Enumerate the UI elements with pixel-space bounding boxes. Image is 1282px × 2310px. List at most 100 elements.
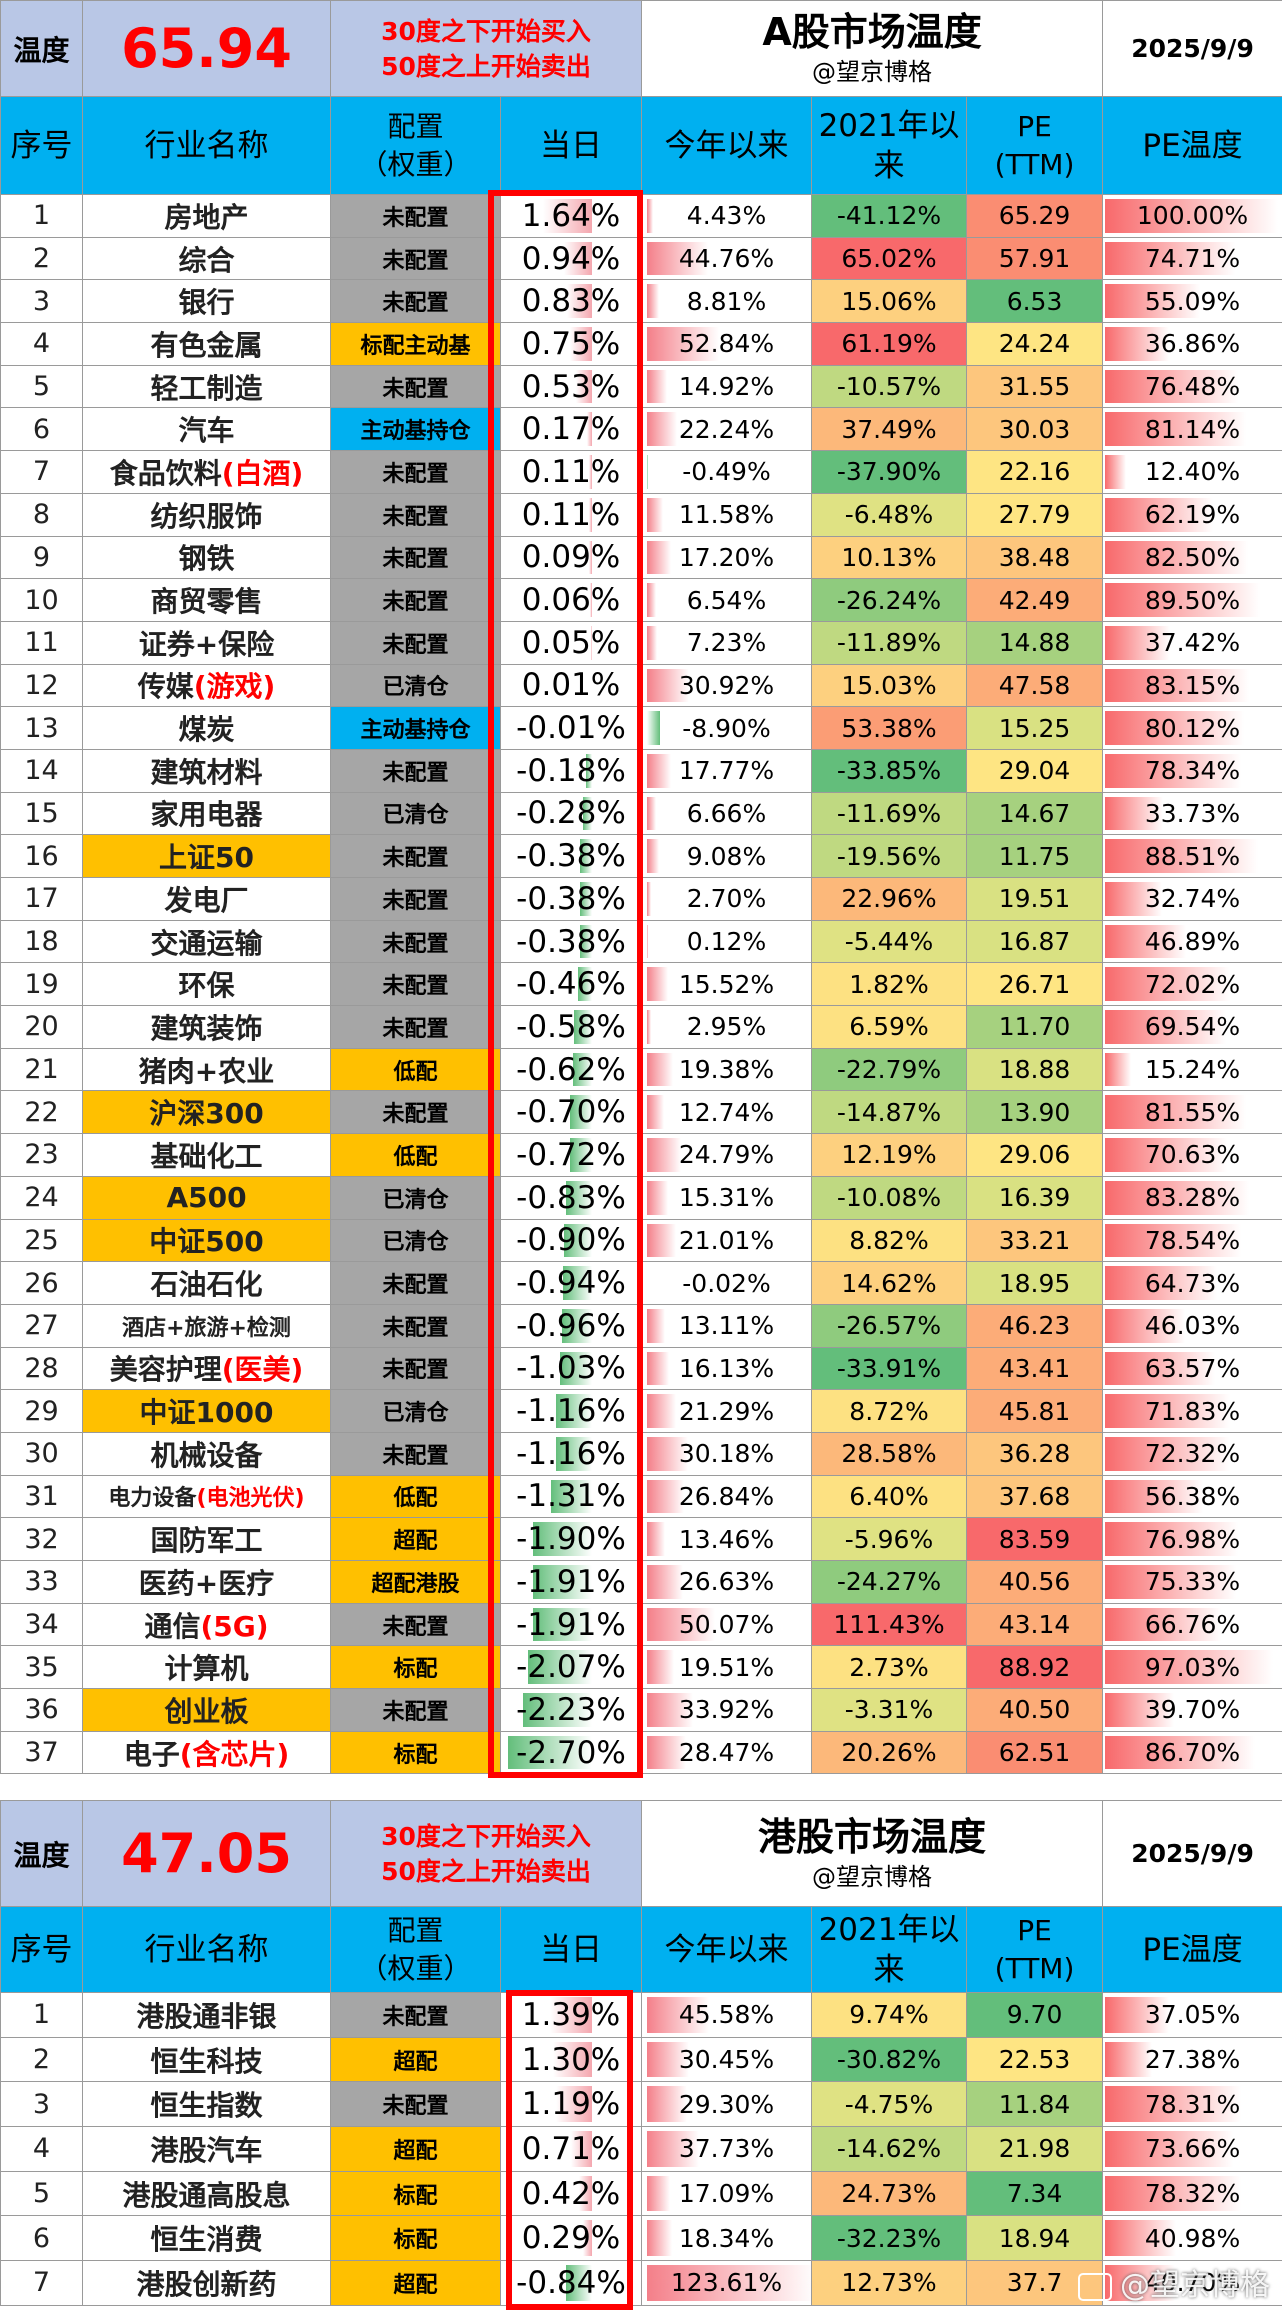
header-row: 序号 行业名称 配置 （权重） 当日 今年以来 2021年以来 PE (TTM) P… [0, 1906, 1282, 1993]
allocation: 主动基持仓 [330, 706, 501, 750]
industry-name: 港股通高股息 [82, 2170, 331, 2217]
ytd-bar [647, 1394, 677, 1428]
industry-name-text: 基础化工 [150, 1139, 263, 1173]
allocation: 未配置 [330, 877, 501, 921]
pe-ttm: 88.92 [966, 1645, 1104, 1690]
since-2021: -19.56% [811, 834, 968, 878]
industry-name: 交通运输 [82, 919, 331, 964]
table-row: 14 建筑材料 未配置 -0.18% 17.77% -33.85% 29.04 78.34% [0, 748, 1282, 793]
pe-temp-bar [1104, 199, 1279, 233]
ytd-change-value: 13.46% [678, 1524, 775, 1554]
day-change-value: -0.62% [516, 1051, 626, 1088]
day-change-value: 0.05% [521, 624, 621, 661]
day-change: 1.19% [499, 2081, 643, 2128]
row-index: 13 [0, 706, 83, 750]
pe-temperature: 27.38% [1102, 2036, 1282, 2083]
industry-name-text: 传媒 [137, 670, 194, 704]
title-row: 温度 65.94 30度之下开始买入 50度之上开始卖出 A股市场温度 @望京博格 … [0, 0, 1282, 97]
ytd-bar [647, 455, 648, 489]
since-2021: 22.96% [811, 877, 968, 921]
row-index: 34 [0, 1602, 83, 1647]
header-since-line2: 来 [873, 147, 905, 184]
ytd-change: -0.49% [641, 450, 813, 494]
day-change: -2.23% [499, 1688, 643, 1732]
header-name: 行业名称 [82, 1906, 331, 1993]
pe-temp-bar [1104, 1565, 1236, 1599]
pe-ttm: 15.25 [966, 706, 1104, 750]
table-row: 13 煤炭 主动基持仓 -0.01% -8.90% 53.38% 15.25 80.12% [0, 706, 1282, 750]
row-index: 20 [0, 1005, 83, 1049]
allocation: 标配 [330, 1730, 501, 1775]
ytd-change-value: 24.79% [678, 1140, 775, 1170]
pe-ttm: 43.14 [966, 1602, 1104, 1647]
pe-ttm: 11.70 [966, 1005, 1104, 1049]
pe-temperature: 33.73% [1102, 791, 1282, 836]
pe-temperature-value: 100.00% [1136, 201, 1249, 231]
pe-temperature: 12.40% [1102, 450, 1282, 494]
day-change-value: -1.03% [516, 1350, 626, 1387]
allocation: 低配 [330, 1474, 501, 1519]
since-2021: -5.96% [811, 1517, 968, 1561]
row-index: 12 [0, 663, 83, 708]
since-2021: -26.24% [811, 578, 968, 622]
ytd-change: 13.11% [641, 1303, 813, 1348]
ytd-change: 15.31% [641, 1175, 813, 1220]
pe-temperature: 40.70% [1102, 2260, 1282, 2306]
allocation: 未配置 [330, 578, 501, 622]
pe-temperature: 73.66% [1102, 2126, 1282, 2172]
ytd-change-value: -0.02% [682, 1268, 771, 1298]
pe-temperature-value: 40.70% [1144, 2268, 1241, 2298]
industry-name-text: 中证500 [149, 1225, 264, 1259]
industry-name-text: 证券+保险 [138, 627, 275, 661]
rule-sell: 50度之上开始卖出 [381, 51, 591, 81]
industry-name: 中证1000 [82, 1389, 331, 1433]
pe-temperature: 89.50% [1102, 578, 1282, 622]
pe-temperature: 70.63% [1102, 1133, 1282, 1177]
ytd-change-value: 4.43% [686, 201, 767, 231]
pe-temperature: 56.38% [1102, 1474, 1282, 1519]
table-row: 23 基础化工 低配 -0.72% 24.79% 12.19% 29.06 70.63% [0, 1133, 1282, 1177]
ytd-change: 18.34% [641, 2215, 813, 2262]
date-cell: 2025/9/9 [1102, 0, 1282, 97]
allocation: 未配置 [330, 919, 501, 964]
ytd-bar [647, 2041, 689, 2078]
industry-name: 酒店+旅游+检测 [82, 1303, 331, 1348]
ytd-change-value: 21.01% [678, 1225, 775, 1255]
day-change-value: -0.94% [516, 1265, 626, 1302]
pe-temp-bar [1104, 1607, 1221, 1642]
pe-ttm: 21.98 [966, 2126, 1104, 2172]
ytd-bar [647, 1997, 710, 2033]
day-change: 0.29% [499, 2215, 643, 2262]
header-pe-temp: PE温度 [1102, 96, 1282, 195]
industry-name-text: 恒生指数 [150, 2089, 263, 2123]
industry-name-text: 电力设备 [108, 1486, 197, 1512]
hk-share-sheet: 温度 47.05 30度之下开始买入 50度之上开始卖出 港股市场温度 @望京博格 … [0, 1800, 1282, 2306]
day-change: -0.01% [499, 706, 643, 750]
allocation: 未配置 [330, 1431, 501, 1476]
rule-buy: 30度之下开始买入 [381, 1821, 591, 1851]
ytd-change: 21.29% [641, 1389, 813, 1433]
pe-temperature-value: 78.34% [1144, 756, 1241, 786]
ytd-bar [647, 1351, 670, 1386]
table-row: 7 港股创新药 超配 -0.84% 123.61% 12.73% 37.7 40.70% [0, 2260, 1282, 2306]
industry-name-text: 计算机 [164, 1652, 249, 1686]
pe-temperature: 32.74% [1102, 877, 1282, 921]
ytd-change-value: 12.74% [678, 1097, 775, 1127]
ytd-change: 17.09% [641, 2170, 813, 2217]
ytd-bar [647, 1138, 681, 1172]
ytd-bar [647, 1693, 694, 1727]
allocation: 已清仓 [330, 1175, 501, 1220]
temperature-label: 温度 [0, 1800, 83, 1907]
ytd-change: 11.58% [641, 492, 813, 537]
ytd-change-value: 26.63% [678, 1567, 775, 1597]
pe-temperature-value: 32.74% [1144, 884, 1241, 914]
since-2021: 15.03% [811, 663, 968, 708]
ytd-change-value: 21.29% [678, 1396, 775, 1426]
ytd-change-value: 15.31% [678, 1183, 775, 1213]
pe-temp-bar [1104, 412, 1246, 447]
industry-name-note: (5G) [200, 1609, 269, 1643]
rule-text: 30度之下开始买入 50度之上开始卖出 [329, 1800, 643, 1907]
ytd-change: 4.43% [641, 194, 813, 238]
ytd-change: 45.58% [641, 1992, 813, 2038]
table-row: 15 家用电器 已清仓 -0.28% 6.66% -11.69% 14.67 33.73% [0, 791, 1282, 836]
